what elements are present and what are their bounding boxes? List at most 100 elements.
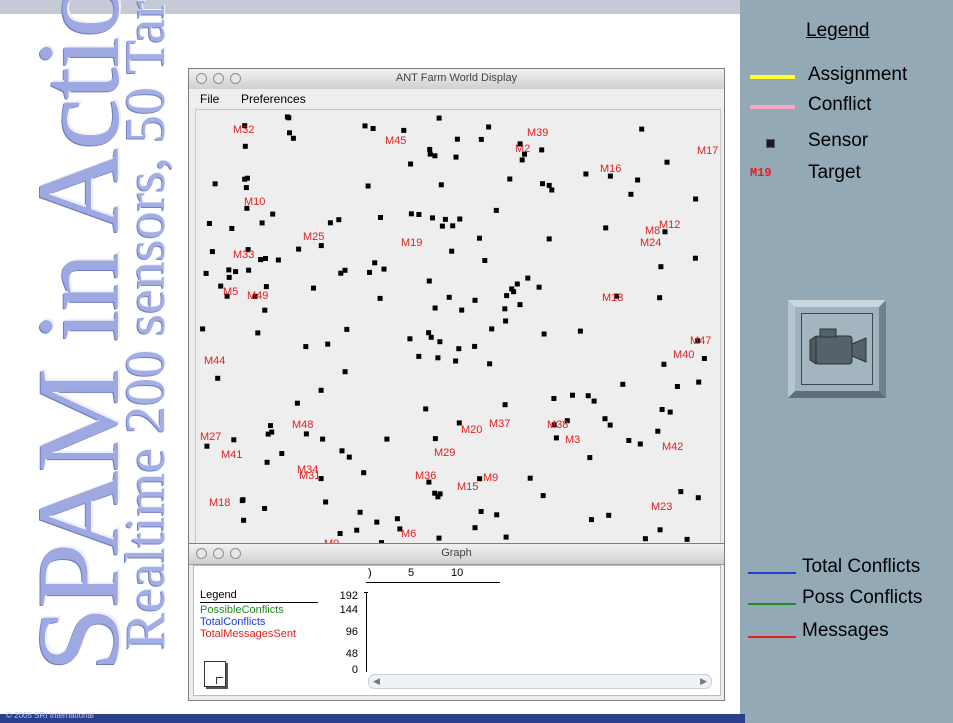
close-window-button[interactable] xyxy=(196,548,207,559)
sensor-marker xyxy=(204,443,210,449)
world-canvas[interactable]: M32 M45 M39 M2 M17 M16 M10 M12 M8 M24 M25 M19 M33 M5 M… xyxy=(195,109,721,555)
target-label: M2 xyxy=(515,143,530,155)
camera-button-face[interactable] xyxy=(801,313,873,385)
sensor-marker xyxy=(662,229,668,235)
sensor-marker xyxy=(372,260,378,266)
sensor-marker xyxy=(408,211,414,217)
sensor-marker xyxy=(268,423,273,429)
sensor-marker xyxy=(517,302,523,308)
sensor-marker xyxy=(426,278,432,284)
target-label: M8 xyxy=(645,225,660,237)
sensor-marker xyxy=(614,293,620,299)
sensor-marker xyxy=(342,369,348,375)
sensor-marker xyxy=(519,157,525,163)
sensor-marker xyxy=(553,435,559,441)
sensor-marker xyxy=(437,491,443,497)
target-label: M10 xyxy=(244,196,265,208)
sensor-marker xyxy=(239,498,245,504)
menu-file[interactable]: File xyxy=(200,92,220,106)
video-camera-button[interactable] xyxy=(788,300,886,398)
graph-legend-messages: Messages xyxy=(740,620,953,644)
sensor-marker xyxy=(401,127,407,133)
sensor-marker xyxy=(381,266,387,272)
sensor-marker xyxy=(487,361,493,367)
menu-preferences[interactable]: Preferences xyxy=(241,92,306,106)
target-label: M9 xyxy=(483,472,498,484)
sensor-marker xyxy=(215,375,221,381)
sensor-marker xyxy=(477,235,482,241)
sensor-marker xyxy=(472,525,478,531)
sensor-marker xyxy=(318,243,324,249)
sensor-marker xyxy=(454,136,460,142)
world-menubar: File Preferences xyxy=(189,89,724,107)
sensor-marker xyxy=(407,336,413,342)
world-window-titlebar[interactable]: ANT Farm World Display xyxy=(189,69,724,90)
target-label: M5 xyxy=(223,286,238,298)
sensor-marker xyxy=(583,171,589,177)
sensor-marker xyxy=(591,398,597,404)
sensor-marker xyxy=(577,328,583,334)
slide-subtitle: Realtime 200 sensors, 50 Targets xyxy=(115,0,177,650)
sensor-marker xyxy=(303,344,309,350)
target-label: M23 xyxy=(651,501,672,513)
sensor-marker xyxy=(245,247,251,253)
target-label: M49 xyxy=(247,290,268,302)
scroll-left-icon[interactable]: ◀ xyxy=(373,676,380,686)
legend-item-sensor: Sensor xyxy=(740,130,953,154)
sensor-marker xyxy=(416,353,422,359)
series-total-messages: TotalMessagesSent xyxy=(200,628,296,640)
graph-window-titlebar[interactable]: Graph xyxy=(189,544,724,565)
graph-legend-divider xyxy=(200,602,318,603)
graph-window: Graph Legend PossibleConflicts TotalConf… xyxy=(188,543,725,701)
sensor-marker xyxy=(664,159,670,165)
legend-item-label: Sensor xyxy=(808,130,869,151)
sensor-marker xyxy=(692,255,698,261)
sensor-marker xyxy=(290,135,296,141)
sensor-marker xyxy=(459,307,465,313)
target-label: M41 xyxy=(221,449,242,461)
close-window-button[interactable] xyxy=(196,73,207,84)
sensor-marker xyxy=(453,358,459,364)
minimize-window-button[interactable] xyxy=(213,73,224,84)
graph-legend-title: Legend xyxy=(200,589,237,601)
sensor-marker xyxy=(246,267,252,273)
sensor-marker xyxy=(522,151,527,157)
zoom-window-button[interactable] xyxy=(230,73,241,84)
zoom-window-button[interactable] xyxy=(230,548,241,559)
sensor-marker xyxy=(659,407,665,412)
sensor-marker xyxy=(394,516,400,522)
document-icon[interactable] xyxy=(204,661,226,687)
sensor-marker xyxy=(327,220,333,226)
sensor-marker xyxy=(486,124,492,130)
sensor-marker xyxy=(262,506,268,511)
target-label: M16 xyxy=(600,163,621,175)
sensor-marker xyxy=(511,289,517,295)
graph-horizontal-scrollbar[interactable]: ◀ ▶ xyxy=(368,674,712,689)
sensor-marker xyxy=(626,438,632,443)
target-label: M36 xyxy=(415,470,436,482)
scroll-right-icon[interactable]: ▶ xyxy=(700,676,707,686)
sensor-marker xyxy=(432,305,438,311)
sensor-marker xyxy=(270,211,276,217)
sensor-marker xyxy=(346,454,352,460)
graph-x-axis-line xyxy=(366,582,500,583)
sensor-marker xyxy=(657,527,663,533)
sensor-marker xyxy=(639,126,645,132)
target-label: M19 xyxy=(401,237,422,249)
sensor-marker xyxy=(525,275,531,281)
sensor-marker xyxy=(209,249,215,255)
sensor-marker xyxy=(450,223,456,229)
slide-top-bar xyxy=(0,0,740,14)
sensor-marker xyxy=(539,147,545,153)
sensor-marker xyxy=(408,161,414,167)
legend-item-target: M19 Target xyxy=(740,162,953,186)
copyright-text: © 2005 SRI International xyxy=(6,711,94,720)
sensor-marker xyxy=(427,151,433,157)
series-total-conflicts: TotalConflicts xyxy=(200,616,266,628)
sensor-marker xyxy=(661,361,667,367)
sensor-marker xyxy=(336,217,342,223)
sensor-marker xyxy=(527,475,533,481)
minimize-window-button[interactable] xyxy=(213,548,224,559)
sensor-marker xyxy=(442,216,448,222)
